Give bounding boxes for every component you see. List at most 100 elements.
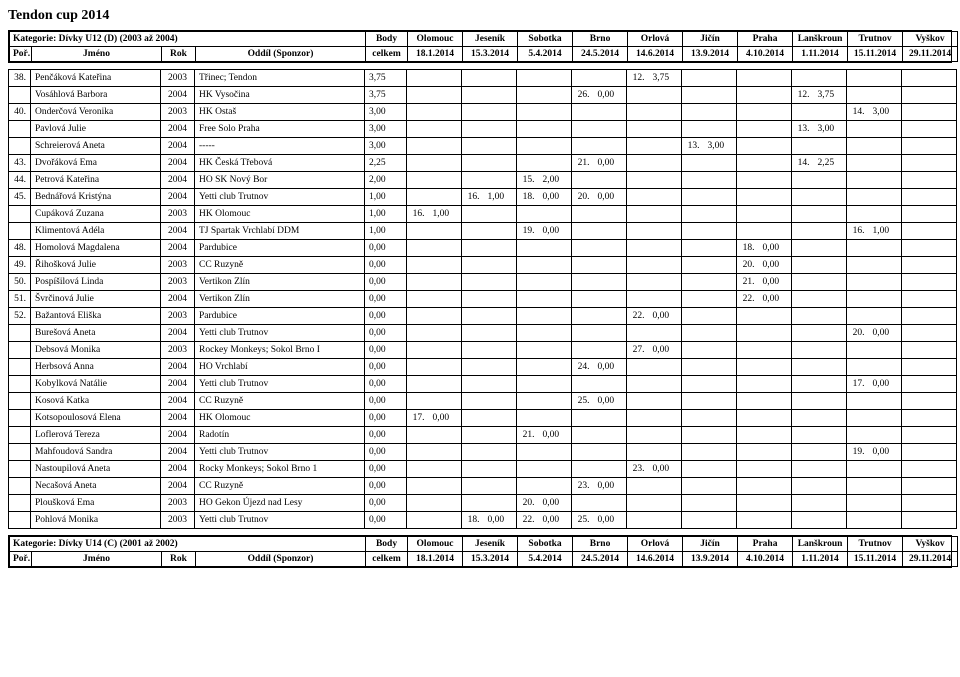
cell-pts (649, 512, 682, 529)
cell-club: HK Ostaš (195, 104, 365, 121)
event-date: 24.5.2014 (573, 552, 628, 567)
cell-pts (484, 495, 517, 512)
cell-pos (792, 478, 814, 495)
cell-pos (902, 444, 924, 461)
cell-club: Rocky Monkeys; Sokol Brno 1 (195, 461, 365, 478)
cell-pos (572, 291, 594, 308)
cell-pts (869, 291, 902, 308)
cell-pos: 18. (517, 189, 539, 206)
cell-pos (902, 138, 924, 155)
cell-total: 0,00 (365, 342, 407, 359)
cell-pts (814, 478, 847, 495)
event-label: Jeseník (463, 32, 518, 47)
cell-pos (792, 274, 814, 291)
cell-pts (649, 325, 682, 342)
cell-pos (407, 495, 429, 512)
cell-pts (759, 359, 792, 376)
cell-pts (759, 410, 792, 427)
event-label: Olomouc (408, 32, 463, 47)
cell-club: Pardubice (195, 240, 365, 257)
cell-pts (429, 155, 462, 172)
cell-club: HO SK Nový Bor (195, 172, 365, 189)
cell-pos: 20. (517, 495, 539, 512)
cell-pos (517, 70, 539, 87)
cell-year: 2004 (161, 359, 195, 376)
cell-name: Pavlová Julie (31, 121, 161, 138)
cell-rank (9, 495, 31, 512)
cell-pts: 3,00 (869, 104, 902, 121)
col-club: Oddíl (Sponzor) (196, 47, 366, 62)
cell-pts (704, 172, 737, 189)
cell-pts (704, 376, 737, 393)
cell-pts (539, 308, 572, 325)
cell-pos (737, 512, 759, 529)
cell-pts (814, 70, 847, 87)
cell-pos (792, 495, 814, 512)
cell-pos (847, 206, 869, 223)
cell-pos (847, 512, 869, 529)
cell-pos (682, 325, 704, 342)
table-row: Loflerová Tereza2004Radotín0,0021.0,00 (9, 427, 957, 444)
cell-pos (847, 427, 869, 444)
cell-pts (539, 206, 572, 223)
cell-pts (924, 155, 957, 172)
cell-pos (627, 189, 649, 206)
cell-pos (627, 478, 649, 495)
cell-pts (814, 410, 847, 427)
cell-pos (462, 461, 484, 478)
cell-pos (462, 359, 484, 376)
event-date: 24.5.2014 (573, 47, 628, 62)
cell-pts (649, 138, 682, 155)
cell-pts (594, 223, 627, 240)
cell-pts (594, 172, 627, 189)
cell-club: Yetti club Trutnov (195, 512, 365, 529)
table-row: Kotsopoulosová Elena2004HK Olomouc0,0017… (9, 410, 957, 427)
cell-pos (572, 104, 594, 121)
cell-pts (649, 121, 682, 138)
table-row: Burešová Aneta2004Yetti club Trutnov0,00… (9, 325, 957, 342)
cell-year: 2004 (161, 410, 195, 427)
cell-rank: 43. (9, 155, 31, 172)
event-date: 13.9.2014 (683, 47, 738, 62)
cell-pts (649, 444, 682, 461)
cell-rank (9, 206, 31, 223)
cell-pts (539, 376, 572, 393)
cell-pts (429, 342, 462, 359)
cell-pos (792, 393, 814, 410)
cell-pts (759, 70, 792, 87)
cell-pos (682, 240, 704, 257)
cell-pts (704, 444, 737, 461)
cell-total: 0,00 (365, 257, 407, 274)
cell-pts (484, 393, 517, 410)
cell-pts (484, 478, 517, 495)
cell-total: 0,00 (365, 325, 407, 342)
cell-pos (517, 206, 539, 223)
cell-pts (539, 257, 572, 274)
col-name: Jméno (32, 552, 162, 567)
cell-pos (682, 444, 704, 461)
cell-pts (869, 308, 902, 325)
cell-pts (924, 308, 957, 325)
cell-pos (902, 342, 924, 359)
cell-pts (814, 495, 847, 512)
table-row: Vosáhlová Barbora2004HK Vysočina3,7526.0… (9, 87, 957, 104)
cell-year: 2003 (161, 308, 195, 325)
cell-pos: 22. (517, 512, 539, 529)
cell-pts (484, 308, 517, 325)
cell-pos (627, 240, 649, 257)
cell-pos (462, 257, 484, 274)
cell-pts (484, 138, 517, 155)
cell-pos (462, 223, 484, 240)
category-header-u12: Kategorie: Dívky U12 (D) (2003 až 2004)B… (8, 30, 952, 63)
event-label: Orlová (628, 32, 683, 47)
cell-pts (649, 359, 682, 376)
cell-pts (429, 427, 462, 444)
cell-pos (407, 427, 429, 444)
event-label: Jičín (683, 32, 738, 47)
cell-rank (9, 444, 31, 461)
cell-total: 2,00 (365, 172, 407, 189)
cell-pos (517, 155, 539, 172)
cell-pts (924, 206, 957, 223)
cell-pos: 13. (792, 121, 814, 138)
cell-pos (682, 512, 704, 529)
